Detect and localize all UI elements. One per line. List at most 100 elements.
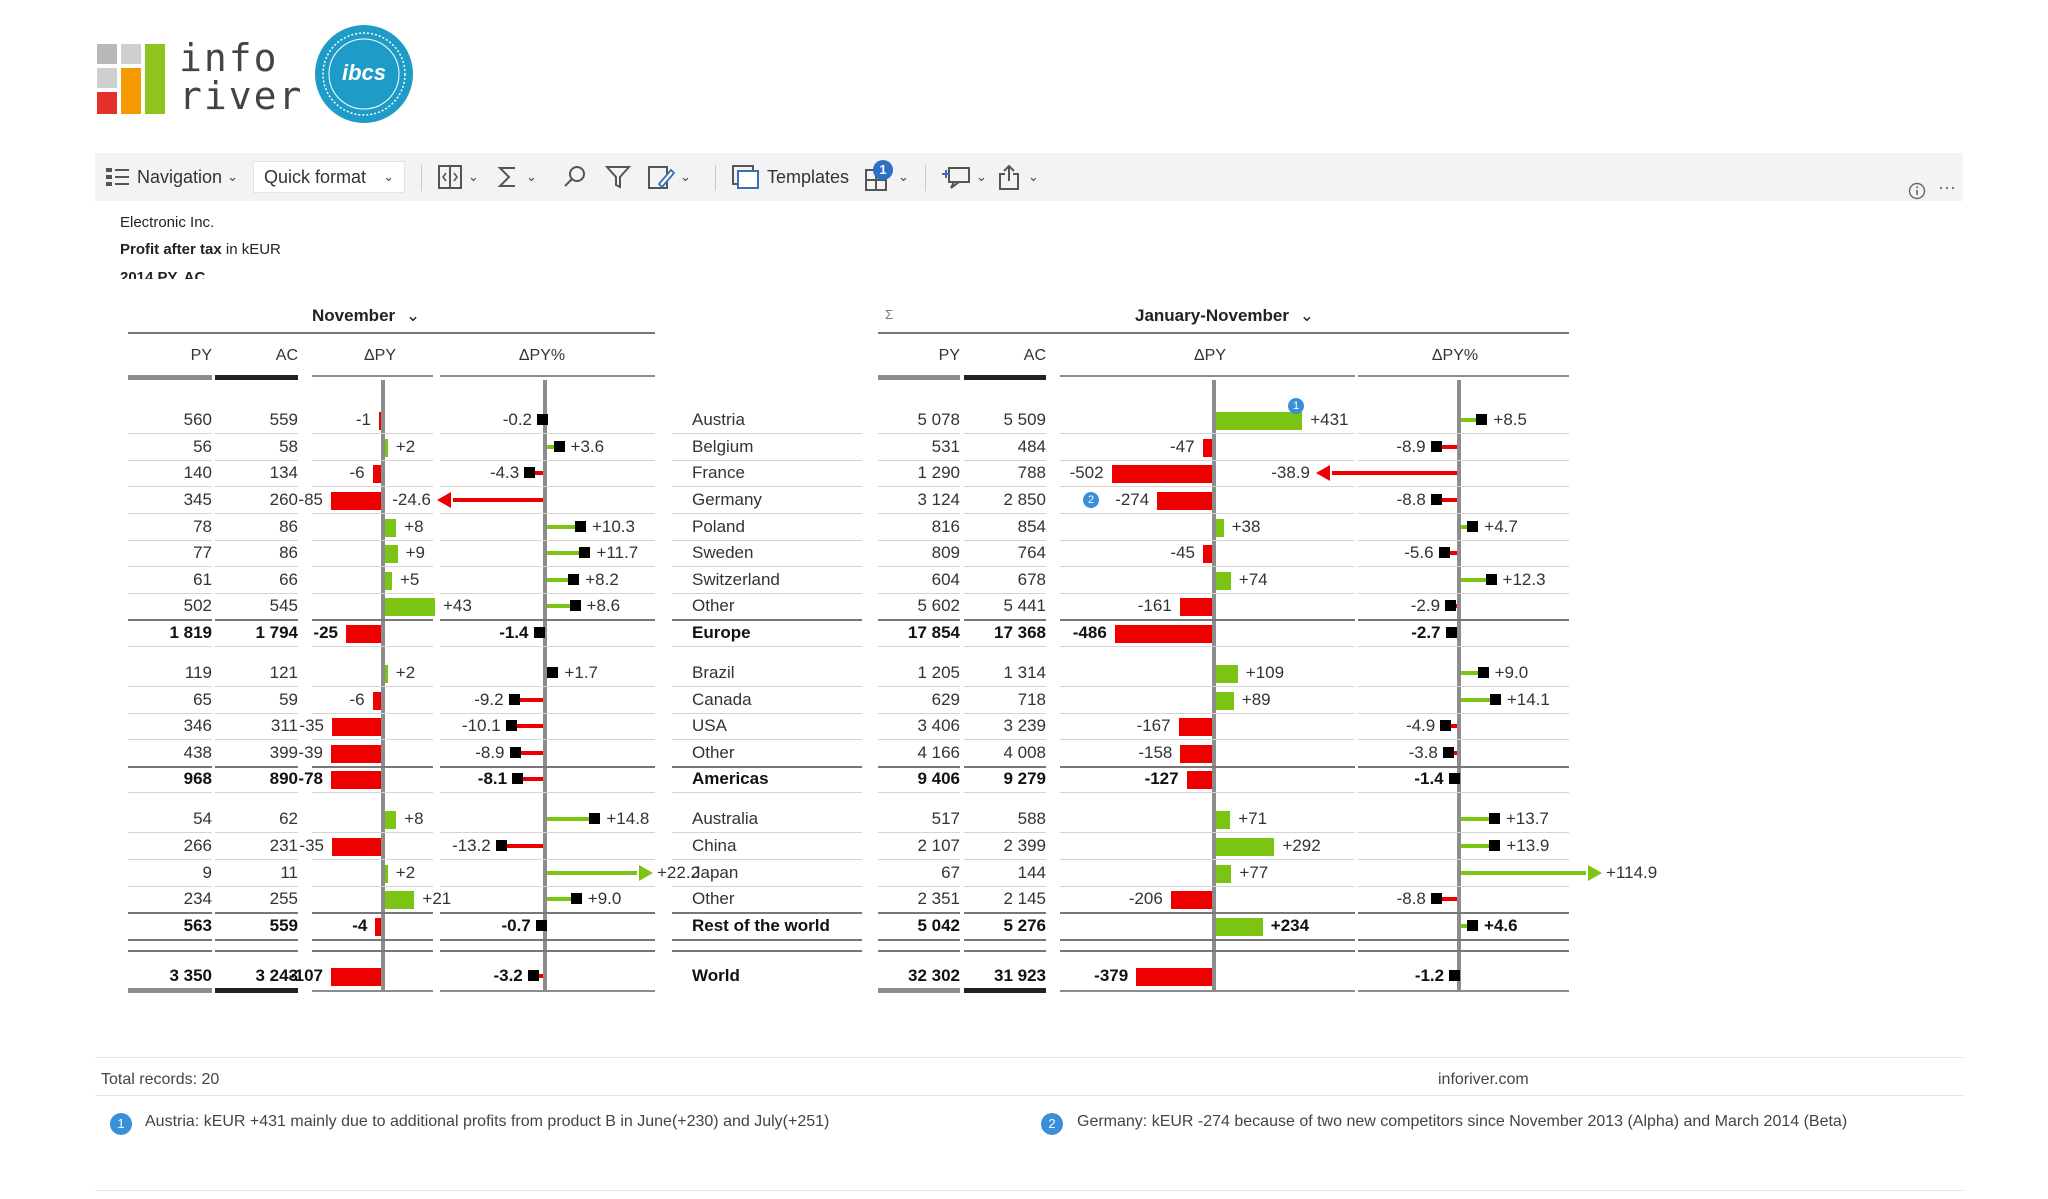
- delta-pct-month-pin: [537, 414, 548, 425]
- row-divider: [312, 540, 433, 541]
- filter-button[interactable]: [605, 153, 631, 201]
- search-button[interactable]: [563, 153, 587, 201]
- quick-format-dropdown[interactable]: Quick format ⌄: [253, 161, 405, 193]
- row-divider: [1060, 619, 1355, 621]
- delta-pct-ytd-pin: [1438, 547, 1450, 558]
- delta-ytd-bar: [1216, 918, 1263, 936]
- delta-pct-month-stem: [547, 578, 574, 582]
- row-divider: [878, 713, 960, 714]
- row-divider: [1358, 859, 1569, 860]
- period-underline-right: [878, 332, 1569, 334]
- grand-total-divider: [964, 950, 1046, 952]
- export-button[interactable]: ⌄: [997, 153, 1039, 201]
- delta-ytd-bar: [1114, 625, 1212, 643]
- col-header-dpy-pct-ytd[interactable]: ΔPY%: [1431, 347, 1479, 364]
- delta-ytd-label: -127: [1144, 769, 1179, 788]
- row-label[interactable]: World: [692, 966, 740, 985]
- row-label[interactable]: Poland: [692, 517, 745, 536]
- info-icon[interactable]: [1908, 182, 1926, 200]
- note-bubble-2[interactable]: 2: [1083, 492, 1099, 508]
- delta-month-bar: [331, 968, 381, 986]
- delta-ytd-bar: [1216, 692, 1234, 710]
- py-ytd: 9 406: [917, 769, 960, 788]
- row-label[interactable]: France: [692, 463, 745, 482]
- delta-ytd-bar: [1203, 545, 1212, 563]
- row-divider: [128, 460, 212, 461]
- col-header-dpy-pct[interactable]: ΔPY%: [518, 347, 566, 364]
- py-ytd: 5 042: [917, 916, 960, 935]
- delta-month-bar: [385, 811, 397, 829]
- col-header-underline: [1060, 375, 1355, 377]
- report-scenario: 2014 PY, AC: [120, 269, 206, 279]
- col-header-dpy-ytd[interactable]: ΔPY: [1193, 347, 1227, 364]
- note-marker-1[interactable]: 1: [110, 1113, 132, 1135]
- note-bubble-1[interactable]: 1: [1288, 398, 1304, 414]
- py-ytd: 531: [931, 437, 960, 456]
- row-label[interactable]: Brazil: [692, 663, 735, 682]
- ac-ytd: 2 850: [1003, 490, 1046, 509]
- row-label[interactable]: Rest of the world: [692, 916, 830, 935]
- navigation-button[interactable]: Navigation ⌄: [105, 153, 238, 201]
- col-header-py[interactable]: PY: [190, 347, 212, 364]
- row-divider: [1060, 646, 1355, 647]
- col-header-dpy[interactable]: ΔPY: [363, 347, 397, 364]
- row-label[interactable]: Belgium: [692, 437, 754, 456]
- row-label[interactable]: Other: [692, 743, 735, 762]
- layout-button[interactable]: ⌄: [437, 153, 479, 201]
- row-divider: [440, 646, 655, 647]
- row-label[interactable]: Australia: [692, 809, 759, 828]
- row-divider: [312, 619, 433, 621]
- row-label[interactable]: Sweden: [692, 543, 754, 562]
- row-divider: [1060, 433, 1355, 434]
- delta-pct-ytd-pin: [1489, 694, 1501, 705]
- ac-month: 86: [279, 517, 298, 536]
- period-header-november[interactable]: November ⌄: [312, 306, 420, 326]
- row-label[interactable]: Other: [692, 596, 735, 615]
- py-ytd: 629: [931, 690, 960, 709]
- delta-pct-month-label: +1.7: [564, 663, 598, 682]
- templates-button[interactable]: Templates: [731, 153, 849, 201]
- col-header-py-ytd[interactable]: PY: [938, 347, 960, 364]
- chevron-down-icon: ⌄: [405, 306, 421, 325]
- row-divider: [1358, 886, 1569, 887]
- notes-button[interactable]: 1 ⌄: [863, 153, 909, 201]
- period-header-ytd[interactable]: January-November ⌄: [1135, 306, 1314, 326]
- row-label[interactable]: USA: [692, 716, 727, 735]
- row-label[interactable]: Americas: [692, 769, 769, 788]
- delta-pct-month-label: +14.8: [606, 809, 650, 828]
- row-divider: [672, 886, 862, 887]
- row-label[interactable]: Austria: [692, 410, 745, 429]
- delta-ytd-label: -161: [1137, 596, 1172, 615]
- row-divider: [215, 566, 298, 567]
- notification-badge: 1: [873, 160, 893, 180]
- row-label[interactable]: Germany: [692, 490, 762, 509]
- row-divider: [440, 912, 655, 914]
- chevron-down-icon: ⌄: [227, 169, 238, 184]
- row-label[interactable]: Other: [692, 889, 735, 908]
- col-header-underline: [878, 375, 960, 380]
- note-marker-2[interactable]: 2: [1041, 1113, 1063, 1135]
- delta-pct-ytd-pin: [1445, 600, 1457, 611]
- row-label[interactable]: China: [692, 836, 737, 855]
- site-link[interactable]: inforiver.com: [1438, 1071, 1529, 1088]
- col-header-ac[interactable]: AC: [275, 347, 298, 364]
- row-divider: [312, 593, 433, 594]
- row-label[interactable]: Japan: [692, 863, 739, 882]
- row-label[interactable]: Switzerland: [692, 570, 780, 589]
- row-label[interactable]: Canada: [692, 690, 752, 709]
- col-header-ac-ytd[interactable]: AC: [1023, 347, 1046, 364]
- more-options-icon[interactable]: ⋯: [1938, 178, 1956, 198]
- row-divider: [440, 486, 655, 487]
- ac-month: 255: [269, 889, 298, 908]
- ac-ytd: 764: [1017, 543, 1046, 562]
- comment-button[interactable]: ⌄: [941, 153, 987, 201]
- ac-ytd: 718: [1017, 690, 1046, 709]
- row-divider: [878, 939, 960, 941]
- sum-button[interactable]: ⌄: [495, 153, 537, 201]
- delta-pct-month-label: -8.9: [475, 743, 505, 762]
- edit-button[interactable]: ⌄: [647, 153, 691, 201]
- delta-ytd-bar: [1216, 811, 1231, 829]
- delta-month-label: +2: [395, 863, 416, 882]
- row-divider: [128, 486, 212, 487]
- row-label[interactable]: Europe: [692, 623, 751, 642]
